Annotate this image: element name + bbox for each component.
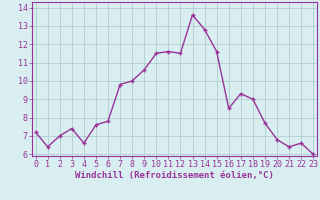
X-axis label: Windchill (Refroidissement éolien,°C): Windchill (Refroidissement éolien,°C) [75,171,274,180]
